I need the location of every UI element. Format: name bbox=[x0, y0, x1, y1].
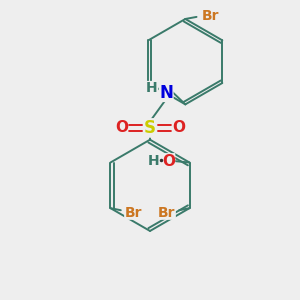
Text: S: S bbox=[144, 119, 156, 137]
Text: Br: Br bbox=[124, 206, 142, 220]
Text: H: H bbox=[148, 154, 159, 168]
Text: Br: Br bbox=[202, 9, 219, 23]
Text: O: O bbox=[172, 120, 185, 135]
Text: H: H bbox=[146, 81, 158, 95]
Text: O: O bbox=[162, 154, 175, 169]
Text: Br: Br bbox=[158, 206, 175, 220]
Text: O: O bbox=[115, 120, 128, 135]
Text: N: N bbox=[159, 84, 173, 102]
